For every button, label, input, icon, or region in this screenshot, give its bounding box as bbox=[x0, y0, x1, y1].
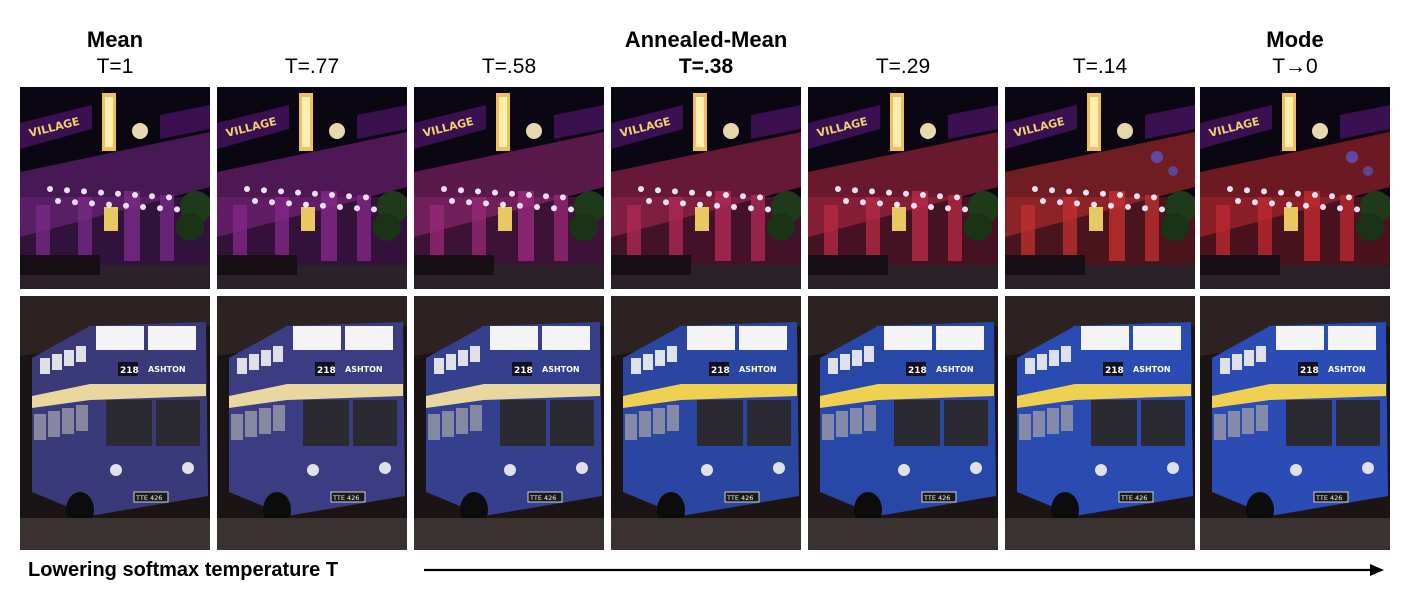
svg-text:ASHTON: ASHTON bbox=[1328, 365, 1366, 374]
svg-text:ASHTON: ASHTON bbox=[1133, 365, 1171, 374]
caption: Lowering softmax temperature T bbox=[28, 559, 339, 581]
svg-text:218: 218 bbox=[514, 366, 533, 376]
svg-text:TTE 426: TTE 426 bbox=[1120, 494, 1147, 502]
temperature-label: T=.14 bbox=[1072, 55, 1128, 78]
svg-text:218: 218 bbox=[317, 366, 336, 376]
theater-image: VILLAGE bbox=[808, 87, 998, 289]
column-header: T=.58 bbox=[414, 26, 604, 84]
method-label: Mean bbox=[86, 27, 144, 52]
column-header: T=.14 bbox=[1005, 26, 1195, 84]
temperature-label: T→0 bbox=[1272, 55, 1318, 78]
svg-text:TTE 426: TTE 426 bbox=[135, 494, 162, 502]
column-header: T=.29 bbox=[808, 26, 998, 84]
temperature-label: T=.77 bbox=[284, 55, 340, 78]
theater-image: VILLAGE bbox=[217, 87, 407, 289]
theater-image: VILLAGE bbox=[1200, 87, 1390, 289]
svg-text:ASHTON: ASHTON bbox=[936, 365, 974, 374]
svg-text:ASHTON: ASHTON bbox=[148, 365, 186, 374]
bus-image: 218 ASHTON TTE 426 bbox=[1200, 296, 1390, 550]
svg-text:TTE 426: TTE 426 bbox=[1315, 494, 1342, 502]
svg-text:ASHTON: ASHTON bbox=[739, 365, 777, 374]
method-label bbox=[808, 26, 998, 53]
svg-text:ASHTON: ASHTON bbox=[345, 365, 383, 374]
bus-image: 218 ASHTON TTE 426 bbox=[414, 296, 604, 550]
svg-text:TTE 426: TTE 426 bbox=[529, 494, 556, 502]
method-label bbox=[1005, 26, 1195, 53]
method-label: Mode bbox=[1266, 27, 1324, 52]
svg-text:218: 218 bbox=[711, 366, 730, 376]
column-header: Mean T=1 bbox=[20, 26, 210, 84]
bus-image: 218 ASHTON TTE 426 bbox=[808, 296, 998, 550]
method-label: Annealed-Mean bbox=[624, 27, 788, 52]
bus-image: 218 ASHTON TTE 426 bbox=[1005, 296, 1195, 550]
svg-text:TTE 426: TTE 426 bbox=[332, 494, 359, 502]
theater-image: VILLAGE bbox=[414, 87, 604, 289]
theater-image: VILLAGE bbox=[611, 87, 801, 289]
bus-image: 218 ASHTON TTE 426 bbox=[217, 296, 407, 550]
bus-image: 218 ASHTON TTE 426 bbox=[20, 296, 210, 550]
column-header: Annealed-Mean T=.38 bbox=[611, 26, 801, 84]
temperature-label: T=.38 bbox=[678, 55, 734, 78]
svg-text:218: 218 bbox=[908, 366, 927, 376]
method-label bbox=[414, 26, 604, 53]
timeline-arrow bbox=[424, 564, 1384, 576]
bus-image: 218 ASHTON TTE 426 bbox=[611, 296, 801, 550]
temperature-label: T=1 bbox=[96, 55, 134, 78]
svg-text:ASHTON: ASHTON bbox=[542, 365, 580, 374]
temperature-label: T=.58 bbox=[481, 55, 537, 78]
svg-text:TTE 426: TTE 426 bbox=[923, 494, 950, 502]
temperature-label: T=.29 bbox=[875, 55, 931, 78]
column-header: T=.77 bbox=[217, 26, 407, 84]
svg-text:218: 218 bbox=[120, 366, 139, 376]
svg-text:TTE 426: TTE 426 bbox=[726, 494, 753, 502]
column-header: Mode T→0 bbox=[1200, 26, 1390, 84]
method-label bbox=[217, 26, 407, 53]
theater-image: VILLAGE bbox=[1005, 87, 1195, 289]
svg-text:218: 218 bbox=[1105, 366, 1124, 376]
svg-text:218: 218 bbox=[1300, 366, 1319, 376]
theater-image: VILLAGE bbox=[20, 87, 210, 289]
